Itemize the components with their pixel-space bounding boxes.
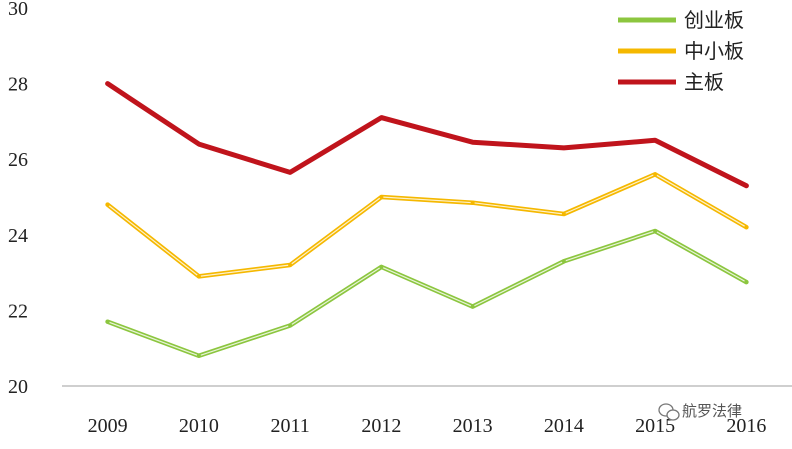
data-point	[288, 170, 293, 175]
y-tick-label: 22	[8, 300, 28, 322]
x-tick-label: 2015	[635, 415, 675, 437]
data-point	[288, 263, 293, 268]
legend-label: 中小板	[684, 39, 744, 63]
y-tick-label: 24	[8, 225, 28, 247]
watermark: 航罗法律	[658, 402, 742, 421]
wechat-icon	[658, 403, 680, 421]
data-point	[744, 183, 749, 188]
data-point	[470, 304, 475, 309]
data-point	[105, 319, 110, 324]
data-point	[196, 353, 201, 358]
y-tick-label: 26	[8, 149, 28, 171]
x-tick-label: 2011	[270, 415, 309, 437]
data-point	[653, 172, 658, 177]
data-point	[653, 229, 658, 234]
series-line-highlight	[107, 173, 747, 277]
data-point	[561, 145, 566, 150]
data-point	[105, 81, 110, 86]
x-tick-label: 2016	[726, 415, 766, 437]
x-tick-label: 2012	[361, 415, 401, 437]
data-point	[470, 140, 475, 145]
y-tick-label: 30	[8, 0, 28, 20]
legend-label: 创业板	[684, 8, 744, 32]
series-line-highlight	[107, 230, 747, 357]
data-point	[288, 323, 293, 328]
data-point	[744, 280, 749, 285]
data-point	[561, 212, 566, 217]
series-line	[105, 81, 749, 189]
legend-label: 主板	[684, 70, 724, 94]
data-point	[653, 138, 658, 143]
data-point	[561, 259, 566, 264]
data-point	[744, 225, 749, 230]
watermark-text: 航罗法律	[682, 402, 742, 420]
series-line	[105, 172, 749, 279]
data-point	[379, 115, 384, 120]
x-tick-label: 2009	[88, 415, 128, 437]
data-point	[379, 195, 384, 199]
series-line	[105, 228, 749, 359]
y-tick-label: 28	[8, 74, 28, 96]
x-tick-label: 2010	[179, 415, 219, 437]
x-tick-label: 2014	[544, 415, 584, 437]
y-tick-label: 20	[8, 376, 28, 398]
data-point	[379, 264, 384, 269]
chart-axes: 2009 2010 2011 2012 2013 2014 2015 2016 20 22 24 26…	[8, 0, 792, 437]
data-point	[105, 202, 110, 207]
data-point	[470, 200, 475, 205]
series-layer	[105, 81, 749, 359]
data-point	[196, 142, 201, 147]
data-point	[196, 274, 201, 279]
x-tick-label: 2013	[453, 415, 493, 437]
